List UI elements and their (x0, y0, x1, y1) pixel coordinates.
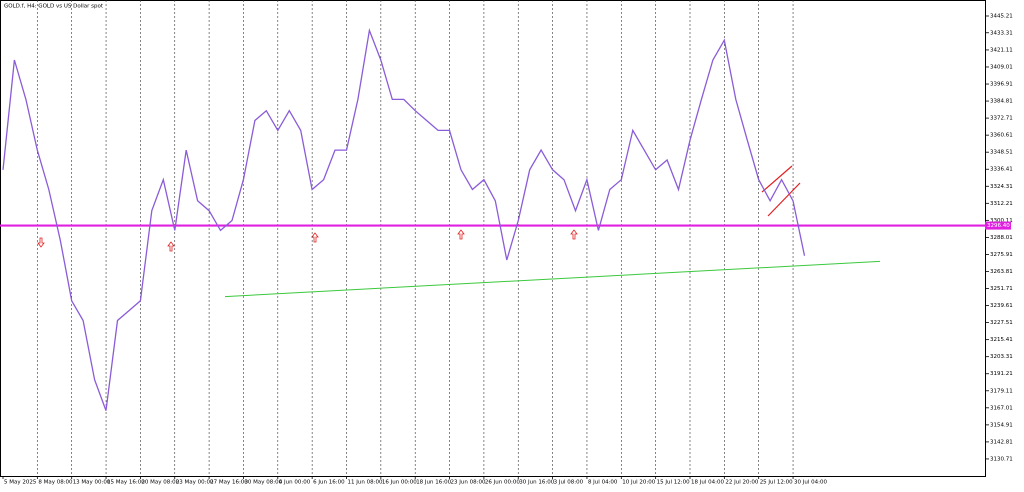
y-tick-label: 3130.71 (990, 456, 1013, 462)
x-tick-label: 11 Jun 08:00 (348, 480, 383, 486)
x-tick-label: 3 Jul 08:00 (554, 480, 584, 486)
y-tick-label: 3421.11 (990, 47, 1013, 53)
y-tick-label: 3179.11 (990, 388, 1013, 394)
level-label: 3296.40 (987, 223, 1010, 229)
level-label-bg (985, 221, 1011, 230)
channel-line (767, 182, 801, 217)
x-tick-label: 4 Jun 00:00 (279, 480, 311, 486)
x-tick-label: 20 May 08:00 (141, 480, 179, 486)
y-tick-label: 3336.41 (990, 167, 1013, 173)
arrow (570, 229, 578, 240)
x-tick-label: 18 Jul 04:00 (691, 480, 724, 486)
x-tick-label: 30 Jul 04:00 (794, 480, 827, 486)
channel-line (761, 165, 793, 193)
y-tick-label: 3312.21 (990, 201, 1013, 207)
y-tick-label: 3227.51 (990, 320, 1013, 326)
x-tick-label: 23 Jun 08:00 (451, 480, 486, 486)
arrow (457, 229, 465, 240)
x-tick-label: 23 May 00:00 (176, 480, 214, 486)
y-tick-label: 3263.81 (990, 269, 1013, 275)
y-tick-label: 3142.81 (990, 439, 1013, 445)
chart-title: GOLD.f, H4: GOLD vs US Dollar spot (4, 4, 104, 10)
y-tick-label: 3396.91 (990, 82, 1013, 88)
x-tick-label: 8 Jul 04:00 (588, 480, 618, 486)
y-tick-label: 3360.61 (990, 133, 1013, 139)
y-tick-label: 3288.01 (990, 235, 1013, 241)
x-tick-label: 22 Jul 20:00 (725, 480, 758, 486)
trendline (224, 260, 881, 298)
x-tick-label: 5 May 2025 (4, 480, 37, 486)
y-tick-label: 3251.71 (990, 286, 1013, 292)
x-tick-label: 15 May 16:00 (107, 480, 145, 486)
y-tick-label: 3372.71 (990, 116, 1013, 122)
y-tick-label: 3300.11 (990, 218, 1013, 224)
x-tick-label: 8 May 08:00 (38, 480, 73, 486)
y-tick-label: 3154.91 (990, 422, 1013, 428)
x-tick-label: 16 Jun 00:00 (382, 480, 417, 486)
arrow (37, 237, 45, 248)
x-tick-label: 6 Jun 16:00 (313, 480, 345, 486)
y-tick-label: 3239.61 (990, 303, 1013, 309)
x-tick-label: 13 May 00:00 (73, 480, 111, 486)
x-tick-label: 30 Jun 16:00 (519, 480, 554, 486)
y-tick-label: 3384.81 (990, 99, 1013, 105)
x-tick-label: 10 Jul 20:00 (622, 480, 655, 486)
arrow (167, 241, 175, 252)
y-tick-label: 3167.01 (990, 405, 1013, 411)
y-tick-label: 3433.31 (990, 30, 1013, 36)
y-tick-label: 3215.41 (990, 337, 1013, 343)
x-tick-label: 15 Jul 12:00 (657, 480, 690, 486)
y-tick-label: 3191.21 (990, 371, 1013, 377)
y-tick-label: 3324.31 (990, 184, 1013, 190)
y-tick-label: 3409.01 (990, 64, 1013, 70)
price-line (2, 27, 806, 411)
y-tick-label: 3275.91 (990, 252, 1013, 258)
x-tick-label: 30 May 08:00 (244, 480, 282, 486)
x-tick-label: 27 May 16:00 (210, 480, 248, 486)
plot-frame (0, 0, 986, 477)
x-tick-label: 26 Jun 00:00 (485, 480, 520, 486)
y-tick-label: 3348.51 (990, 150, 1013, 156)
x-tick-label: 18 Jun 16:00 (416, 480, 451, 486)
x-tick-label: 25 Jul 12:00 (760, 480, 793, 486)
y-tick-label: 3203.31 (990, 354, 1013, 360)
y-tick-label: 3445.21 (990, 13, 1013, 19)
